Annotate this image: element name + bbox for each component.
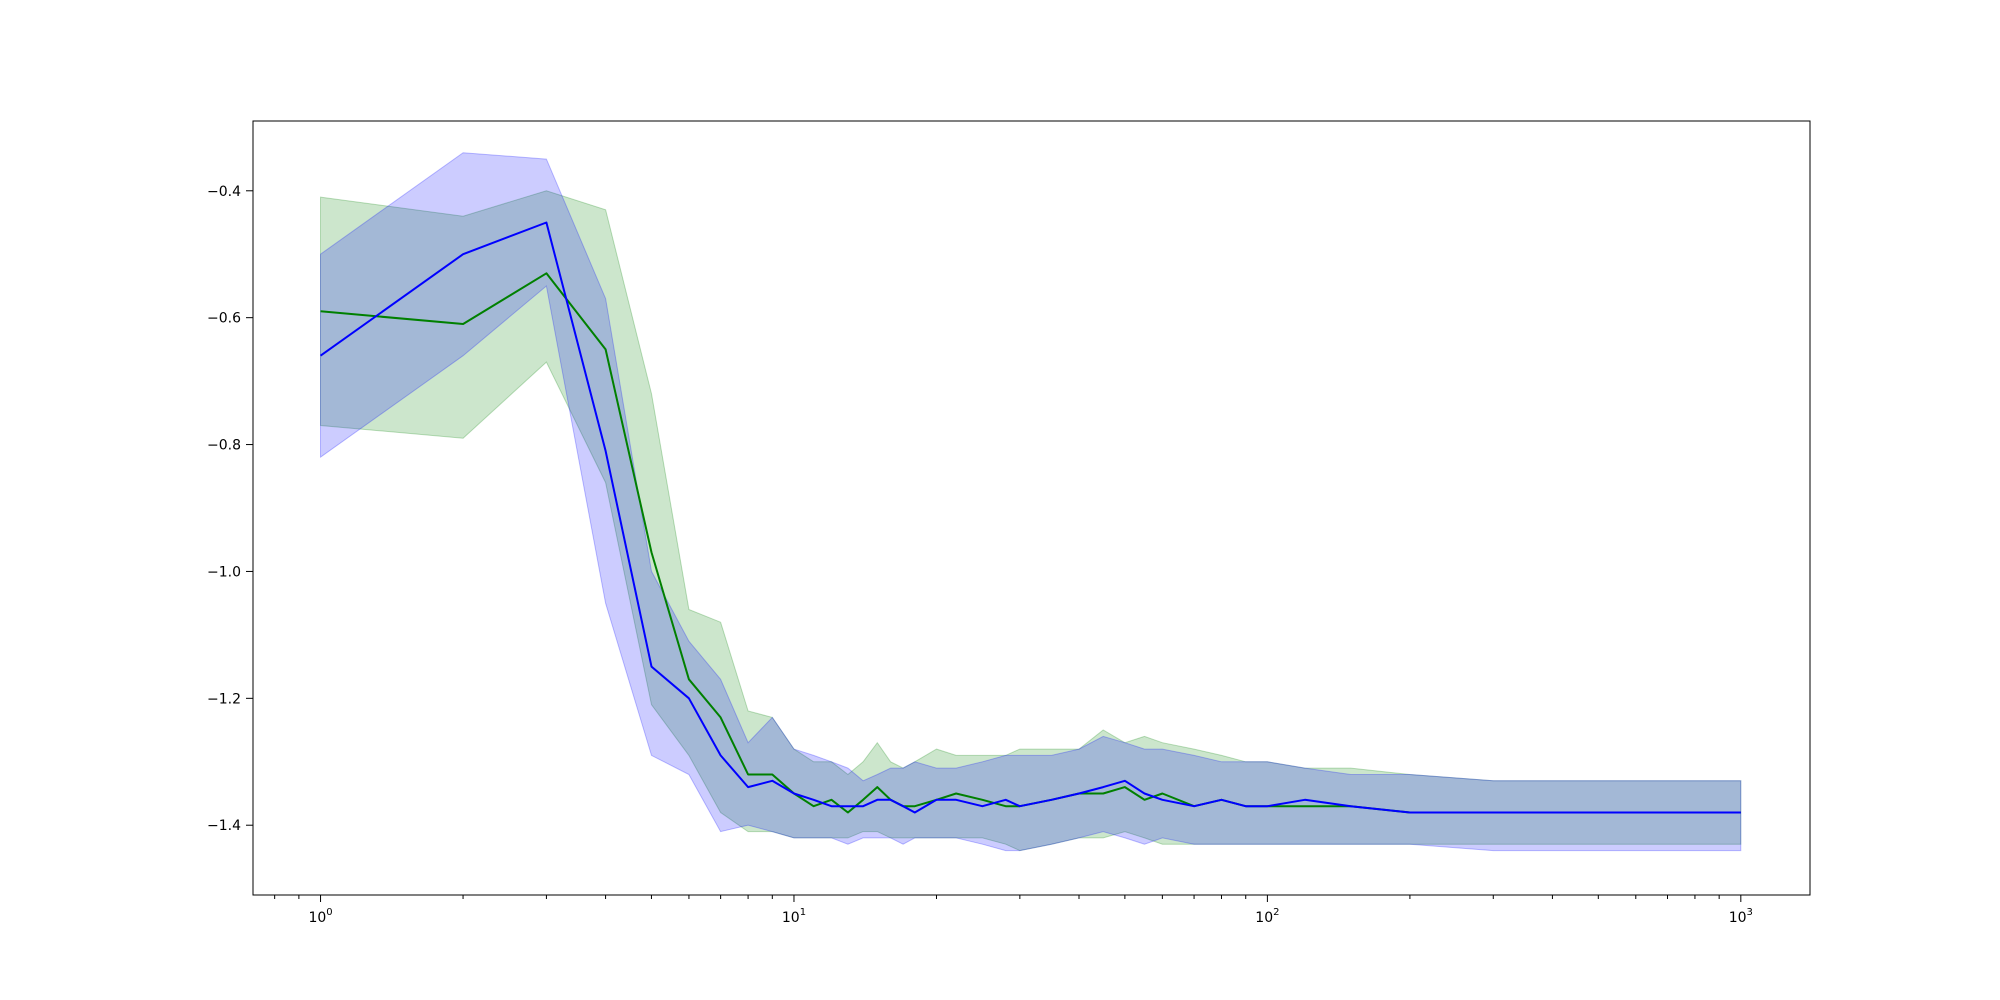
y-tick-label: −1.4 — [207, 818, 241, 834]
series-1-line — [319, 221, 1741, 814]
confidence-bands — [320, 152, 1742, 852]
plot-frame — [252, 120, 1811, 896]
x-tick-label: 103 — [1729, 907, 1753, 926]
series-0-band — [320, 190, 1742, 852]
y-tick-label: −1.0 — [207, 564, 241, 580]
x-tick-label: 101 — [782, 907, 806, 926]
x-axis: 100 101 102 103 — [274, 895, 1753, 926]
y-axis: −0.4 −0.6 −0.8 −1.0 −1.2 −1.4 — [207, 184, 253, 834]
series-1-band — [320, 152, 1742, 852]
x-tick-label: 100 — [308, 907, 332, 926]
series-lines — [319, 221, 1741, 814]
series-0-line — [320, 272, 1741, 814]
y-tick-label: −0.6 — [207, 311, 241, 327]
y-tick-label: −0.4 — [207, 184, 241, 200]
x-tick-label: 102 — [1255, 907, 1279, 926]
y-tick-label: −1.2 — [207, 691, 241, 707]
y-tick-label: −0.8 — [207, 438, 241, 454]
